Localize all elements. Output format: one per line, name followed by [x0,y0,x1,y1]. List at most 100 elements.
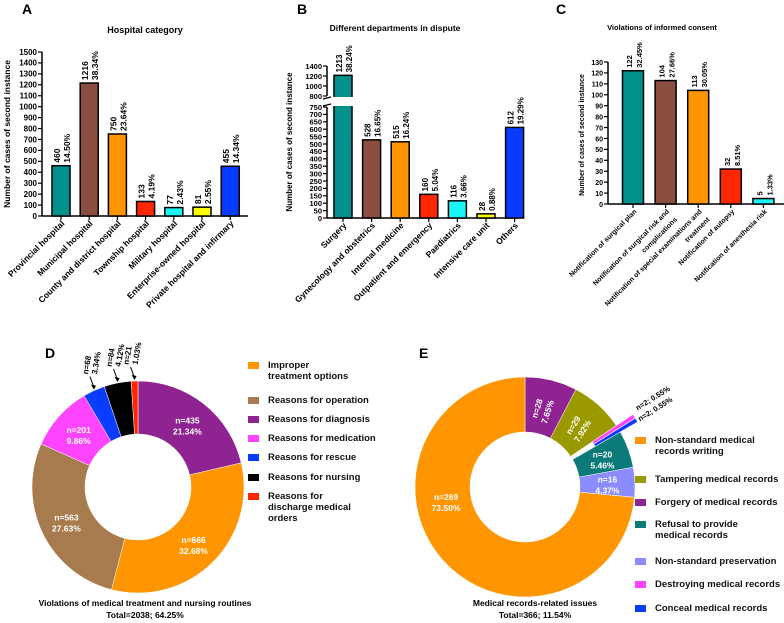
y-tick-label: 50 [595,147,603,154]
slice-count-label: n=563 [54,513,79,523]
bar-chart-b: Different departments in dispute Number o… [285,23,526,305]
bar-percent-label: 0.88% [488,188,497,211]
slice-count-label: n=16 [598,474,618,484]
arrow-head-icon [131,375,137,381]
slice-count-label: n=435 [175,416,200,426]
bar-percent-label: 23.64% [118,102,128,131]
y-tick-label: 650 [309,118,322,127]
donut-slice-2 [137,380,242,476]
axis-break-gap [333,97,353,106]
bar-4 [752,197,775,205]
y-tick-label: 1500 [19,48,37,57]
x-category-label: Intensive care unit [432,220,492,280]
y-tick-label: 700 [309,110,322,119]
x-category-label: Others [494,220,521,247]
bar-count-label: 116 [449,184,458,197]
legend-label: Reasons for diagnosis [268,414,370,425]
legend-label: Refusal to provide medical records [655,519,738,541]
y-tick-label: 0 [599,202,603,209]
legend-swatch [248,474,259,481]
legend-item: Non-standard medical records writing [635,435,755,457]
legend-swatch [248,362,259,369]
axis-break-mark [322,96,332,100]
slice-percent-label: 5.46% [590,461,615,471]
y-tick-label: 600 [309,125,322,134]
y-tick-label: 250 [309,177,322,186]
bar-count-label: 28 [478,201,487,210]
legend-label: Reasons for discharge medical orders [268,491,351,524]
bar-count-label: 515 [392,125,401,139]
slice-percent-label: 1.03% [131,341,144,365]
bar-5 [192,206,212,217]
legend-item: Conceal medical records [635,603,767,614]
slice-percent-label: 73.50% [432,503,461,513]
y-tick-label: 900 [24,113,38,122]
donut-slice-0 [414,376,635,598]
y-tick-label: 10 [595,191,603,198]
chart-subtitle: Total=2038; 64.25% [106,610,184,620]
bar-count-label: 32 [723,158,732,166]
x-category-label: Military hospital [126,218,179,271]
y-tick-label: 400 [24,168,38,177]
bar-6 [220,165,240,217]
y-tick-label: 200 [24,190,38,199]
chart-title: Medical records-related issues [473,598,598,608]
chart-title: Violations of medical treatment and nurs… [39,598,252,608]
legend-swatch [248,416,259,423]
legend-label: Destroying medical records [655,579,781,590]
bar-percent-label: 2.43% [175,180,185,205]
bar-1 [654,79,677,205]
x-category-label: Notification of surgical plan [568,208,638,278]
bar-6 [504,126,525,219]
y-tick-label: 500 [309,140,322,149]
y-tick-label: 70 [595,125,603,132]
slice-percent-label: 3.34% [90,351,103,375]
bar-3 [135,200,156,217]
legend-label: Tampering medical records [655,474,779,485]
bar-count-label: 460 [52,148,62,162]
arrow-head-icon [114,376,120,382]
x-category-label: Internal medicine [349,220,406,277]
y-tick-label: 120 [591,71,603,78]
arrow-head-icon [90,384,96,390]
slice-count-label: n=68 [81,355,93,375]
bar-count-label: 612 [507,111,516,125]
panel-letter-e: E [419,345,428,361]
y-tick-label: 600 [24,146,38,155]
bar-percent-label: 1.33% [765,174,774,196]
y-tick-label: 1400 [19,59,37,68]
slice-percent-label: 32.68% [179,546,208,556]
y-tick-label: 0 [318,214,322,223]
bar-count-label: 113 [690,75,699,87]
y-tick-label: 110 [592,82,603,89]
legend-swatch [635,521,646,528]
legend-swatch [635,605,646,612]
y-tick-label: 60 [595,136,603,143]
y-tick-label: 150 [309,192,322,201]
y-tick-label: 100 [24,201,38,210]
bar-4 [164,206,184,217]
legend-item: Refusal to provide medical records [635,519,738,541]
y-tick-label: 30 [595,169,603,176]
y-axis-label: Number of cases of second instance [579,74,586,196]
legend-label: Forgery of medical records [655,497,778,508]
panel-letter-c: C [556,1,566,17]
slice-percent-label: 9.86% [67,436,92,446]
y-tick-label: 1000 [19,102,37,111]
legend-item: Tampering medical records [635,474,778,485]
bar-count-label: 160 [421,177,430,191]
legend-item: Improper treatment options [248,360,348,382]
bar-count-label: 750 [108,117,118,131]
panel-letter-d: D [45,345,55,361]
y-tick-label: 550 [309,132,322,141]
y-tick-label: 50 [314,206,322,215]
slice-percent-label: 21.34% [173,427,202,437]
y-tick-label: 40 [595,158,603,165]
legend-item: Reasons for operation [248,395,369,406]
legend-label: Conceal medical records [655,603,768,614]
y-tick-label: 400 [309,155,322,164]
slice-percent-label: 4.37% [595,485,620,495]
bar-0 [621,69,645,205]
y-tick-label: 800 [24,124,38,133]
